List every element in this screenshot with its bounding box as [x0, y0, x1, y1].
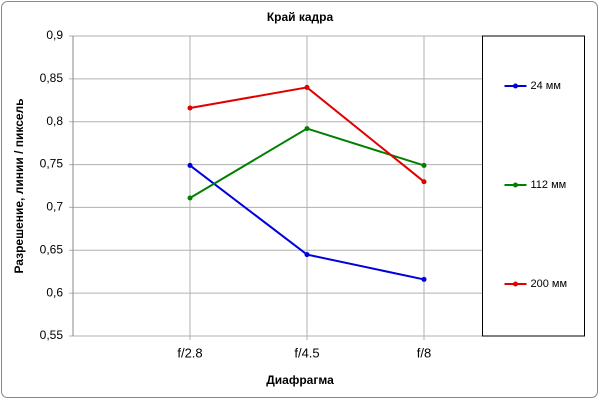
- data-point: [187, 105, 193, 111]
- y-tick-label: 0,7: [46, 200, 63, 214]
- legend-box: [482, 35, 585, 337]
- legend-marker: [513, 281, 518, 287]
- legend-label: 200 мм: [531, 278, 568, 290]
- x-axis-label: Диафрагма: [266, 373, 334, 387]
- y-tick-label: 0,6: [46, 285, 63, 299]
- chart-title: Край кадра: [267, 10, 334, 24]
- data-point: [421, 179, 427, 185]
- data-point: [421, 162, 427, 168]
- y-tick-label: 0,75: [40, 157, 64, 171]
- legend-marker: [513, 83, 518, 89]
- y-tick-label: 0,85: [40, 71, 64, 85]
- y-tick-label: 0,9: [46, 28, 63, 42]
- y-tick-label: 0,65: [40, 242, 64, 256]
- y-axis-label: Разрешение, линии / пиксель: [12, 98, 26, 273]
- data-point: [304, 252, 310, 258]
- legend-label: 112 мм: [531, 179, 567, 191]
- data-point: [304, 126, 310, 132]
- y-tick-label: 0,55: [40, 328, 64, 342]
- x-tick-label: f/8: [417, 345, 431, 360]
- y-tick-label: 0,8: [46, 114, 63, 128]
- data-point: [421, 276, 427, 282]
- x-tick-label: f/4.5: [294, 345, 319, 360]
- data-point: [187, 195, 193, 201]
- x-tick-label: f/2.8: [177, 345, 202, 360]
- data-point: [187, 162, 193, 168]
- legend-label: 24 мм: [531, 80, 561, 92]
- legend-marker: [513, 182, 518, 188]
- data-point: [304, 84, 310, 90]
